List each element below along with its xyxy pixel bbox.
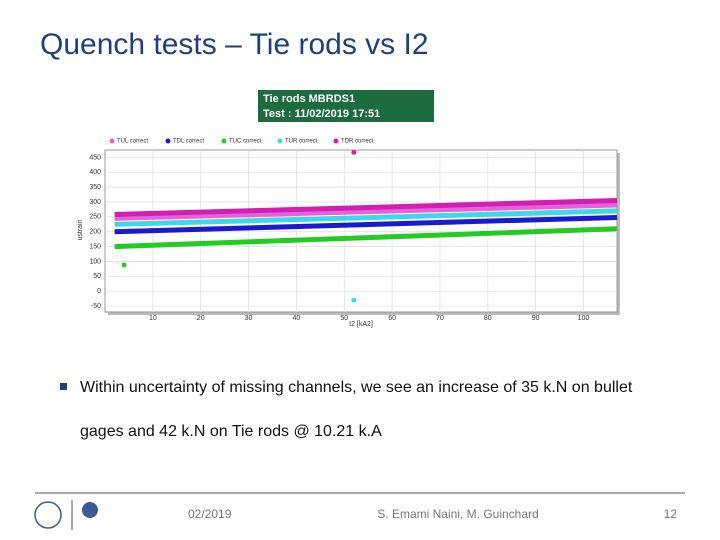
x-tick-label: 10 [149, 315, 157, 322]
legend-marker [165, 138, 171, 144]
x-tick-label: 30 [245, 315, 253, 322]
x-tick-label: 100 [578, 315, 590, 322]
outlier-point [351, 297, 357, 303]
legend-marker [109, 138, 115, 144]
y-tick-label: 400 [89, 169, 101, 176]
y-tick-label: 350 [89, 184, 101, 191]
cern-logo [34, 501, 62, 529]
x-tick-label: 40 [293, 315, 301, 322]
y-tick-label: 0 [97, 288, 101, 295]
series-line [114, 214, 618, 235]
series-line [114, 208, 618, 227]
legend-marker [333, 138, 339, 144]
legend-marker [221, 138, 227, 144]
legend-label: TDL correct [173, 139, 204, 145]
series-line [114, 198, 618, 218]
chart-header: Tie rods MBRDS1 [263, 93, 355, 105]
legend-label: TUC correct [229, 139, 262, 145]
y-tick-label: 100 [89, 258, 101, 265]
footer-authors: S. Emami Naini, M. Guinchard [377, 507, 538, 521]
y-tick-label: 300 [89, 199, 101, 206]
x-tick-label: 60 [388, 315, 396, 322]
x-tick-label: 50 [340, 315, 348, 322]
en-logo [82, 502, 98, 518]
y-tick-label: 450 [89, 154, 101, 161]
y-tick-label: -50 [91, 303, 101, 310]
y-axis-label: ustrain [77, 219, 84, 240]
legend-label: TUL correct [117, 139, 148, 145]
y-tick-label: 150 [89, 243, 101, 250]
bullet-marker [60, 383, 67, 390]
legend-marker [277, 138, 283, 144]
x-tick-label: 70 [436, 315, 444, 322]
x-axis-label: I2 [kA2] [349, 321, 373, 328]
bullet-text: Within uncertainty of missing channels, … [80, 379, 633, 440]
y-tick-label: 200 [89, 229, 101, 236]
footer-date: 02/2019 [188, 507, 232, 521]
outlier-point [351, 149, 357, 155]
x-tick-label: 80 [484, 315, 492, 322]
x-tick-label: 20 [197, 315, 205, 322]
legend-label: TUR correct [285, 139, 318, 145]
y-tick-label: 50 [93, 273, 101, 280]
chart-header-box [258, 90, 434, 122]
legend-label: TDR correct [341, 139, 374, 145]
footer-page: 12 [664, 507, 678, 521]
y-tick-label: 250 [89, 214, 101, 221]
series-line [114, 202, 618, 221]
x-tick-label: 90 [532, 315, 540, 322]
outlier-point [121, 262, 127, 268]
slide-title: Quench tests – Tie rods vs I2 [40, 28, 429, 61]
chart-header: Test : 11/02/2019 17:51 [263, 108, 380, 120]
series-line [114, 226, 618, 250]
